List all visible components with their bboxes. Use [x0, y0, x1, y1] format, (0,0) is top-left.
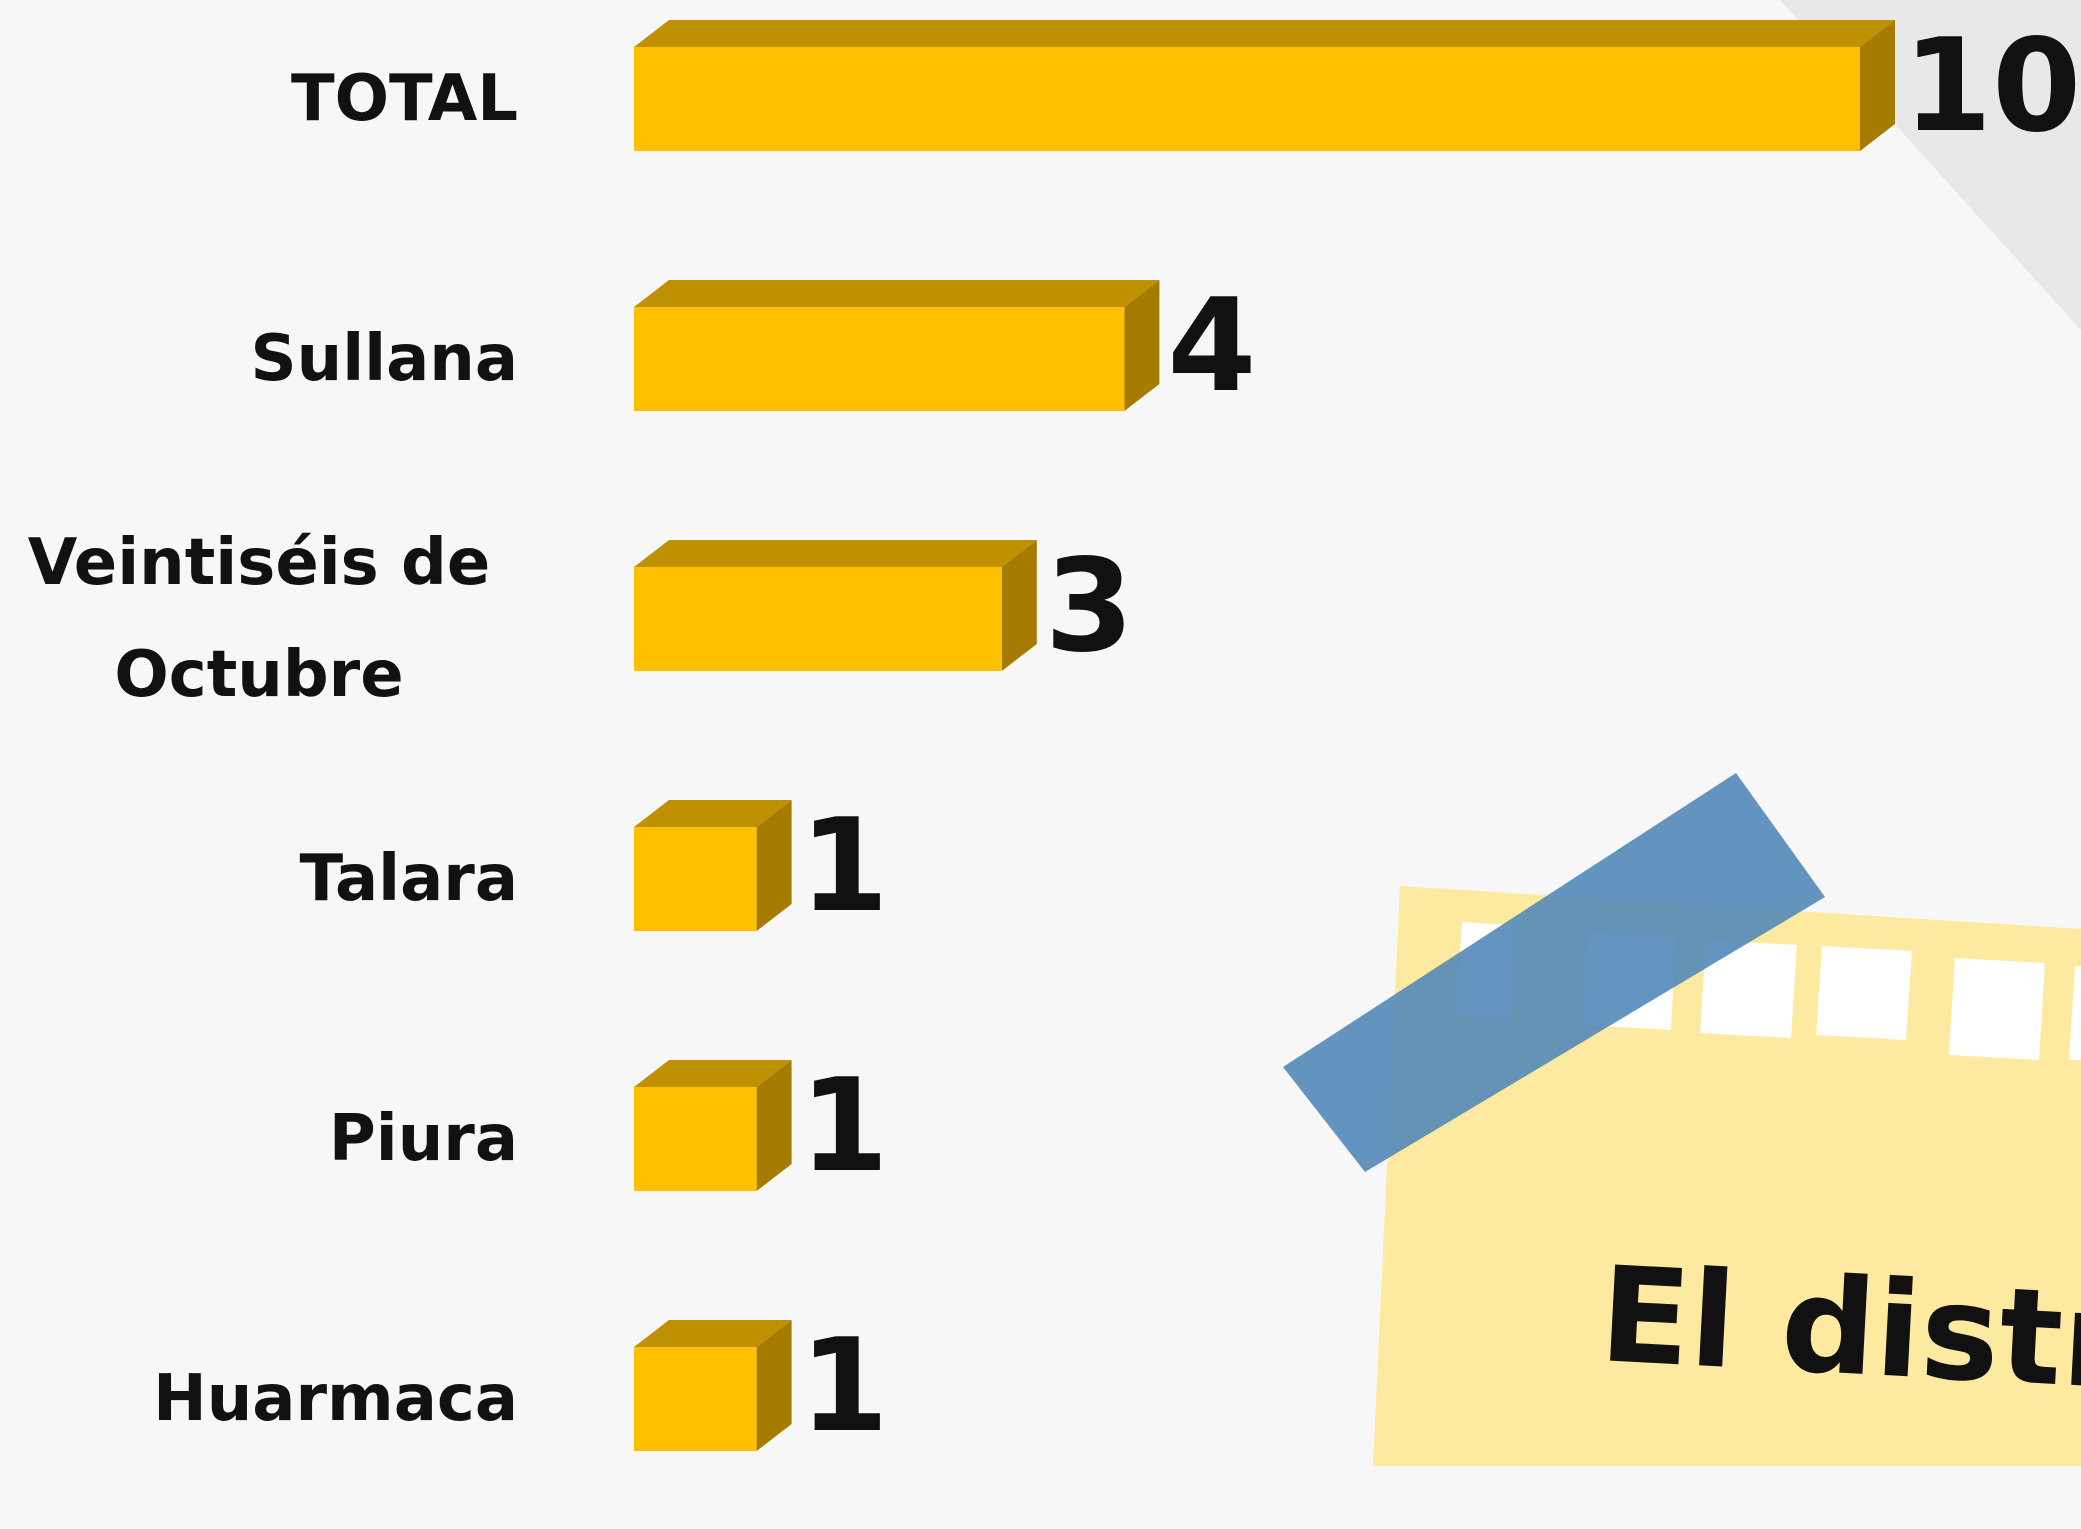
bar-top: [634, 280, 1160, 307]
bar-side: [756, 1060, 792, 1191]
bar: [634, 827, 757, 931]
bar: [634, 1087, 757, 1191]
bar-side: [1001, 540, 1037, 671]
bar-3d: [634, 1060, 792, 1191]
bar-3d: [634, 800, 792, 931]
background-shape: [1780, 0, 2081, 330]
value-label: 1: [800, 792, 889, 941]
bar-side: [1124, 280, 1160, 411]
category-label-row: Huarmaca: [153, 1269, 518, 1529]
bar-3d: [634, 540, 1037, 671]
bar-3d: [634, 1320, 792, 1451]
category-label-row: Talara: [300, 749, 518, 1009]
chart: El distri 10 43 1 1 1: [634, 0, 2081, 1466]
category-label-row: Sullana: [251, 229, 518, 489]
category-label: Talara: [299, 842, 518, 916]
bar-top: [634, 540, 1037, 567]
bar-side: [756, 800, 792, 931]
bar: [634, 567, 1002, 671]
bar-side: [756, 1320, 792, 1451]
category-label: Veintiséis de Octubre: [27, 526, 491, 712]
bar: [634, 1347, 757, 1451]
value-label: 10: [1903, 12, 2081, 161]
sticky-note: El distri: [1283, 773, 2081, 1466]
bar-top: [634, 1320, 792, 1347]
bar-top: [634, 800, 792, 827]
tape: [1283, 773, 1825, 1172]
category-label-row: TOTAL: [291, 0, 518, 229]
bar-top: [634, 20, 1895, 47]
value-label: 3: [1045, 532, 1134, 681]
bar-side: [1860, 20, 1895, 151]
category-label-row: Piura: [329, 1009, 518, 1269]
value-label: 4: [1167, 272, 1256, 421]
bar-top: [634, 1060, 792, 1087]
category-label-row: Veintiséis de Octubre: [0, 489, 518, 749]
page: El distri 10 4 3 1 1 1 TOTAL Sullana Veintiséis…: [0, 0, 2081, 1466]
annotation: El distri: [1596, 1238, 2081, 1422]
bar-3d: [634, 20, 1895, 151]
value-label: 1: [800, 1052, 889, 1201]
category-label: TOTAL: [290, 62, 518, 136]
bar: [634, 47, 1860, 151]
category-label: Sullana: [250, 322, 518, 396]
bar: [634, 307, 1125, 411]
bar-3d: [634, 280, 1160, 411]
category-label: Huarmaca: [153, 1362, 518, 1436]
category-label: Piura: [328, 1102, 518, 1176]
value-label: 1: [800, 1312, 889, 1461]
